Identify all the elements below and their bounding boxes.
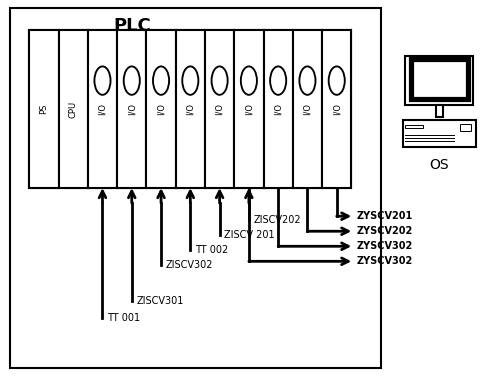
Bar xyxy=(176,30,205,188)
Text: CPU: CPU xyxy=(69,100,78,118)
Text: PLC: PLC xyxy=(113,17,151,35)
Text: I/O: I/O xyxy=(274,103,283,115)
Bar xyxy=(88,30,117,188)
Text: I/O: I/O xyxy=(303,103,312,115)
Bar xyxy=(322,30,351,188)
Text: I/O: I/O xyxy=(215,103,224,115)
Bar xyxy=(264,30,293,188)
Text: OS: OS xyxy=(429,158,449,172)
Bar xyxy=(205,30,234,188)
Bar xyxy=(29,30,351,188)
Bar xyxy=(405,124,424,128)
Bar xyxy=(411,59,468,99)
Bar xyxy=(435,105,443,117)
Ellipse shape xyxy=(183,67,198,95)
Ellipse shape xyxy=(94,67,110,95)
Bar xyxy=(293,30,322,188)
Text: ZYSCV201: ZYSCV201 xyxy=(356,211,412,221)
Text: I/O: I/O xyxy=(157,103,165,115)
Ellipse shape xyxy=(270,67,286,95)
Text: TT 001: TT 001 xyxy=(107,313,141,323)
Bar xyxy=(29,30,59,188)
Text: I/O: I/O xyxy=(186,103,195,115)
Text: ZISCV302: ZISCV302 xyxy=(166,260,213,270)
Text: I/O: I/O xyxy=(332,103,341,115)
Text: PS: PS xyxy=(40,104,48,114)
Text: ZISCV202: ZISCV202 xyxy=(254,215,302,225)
Text: ZISCV301: ZISCV301 xyxy=(137,296,184,306)
Text: TT 002: TT 002 xyxy=(195,245,228,255)
Text: I/O: I/O xyxy=(98,103,107,115)
Bar xyxy=(59,30,88,188)
Bar xyxy=(10,8,381,368)
Bar xyxy=(460,124,470,131)
Ellipse shape xyxy=(329,67,345,95)
Text: ZISCV 201: ZISCV 201 xyxy=(224,230,275,240)
Ellipse shape xyxy=(241,67,257,95)
Bar xyxy=(234,30,264,188)
Bar xyxy=(405,56,473,105)
Ellipse shape xyxy=(153,67,169,95)
Bar xyxy=(117,30,146,188)
Bar xyxy=(403,120,476,147)
Text: I/O: I/O xyxy=(127,103,136,115)
Bar xyxy=(146,30,176,188)
Text: ZYSCV302: ZYSCV302 xyxy=(356,256,412,266)
Text: ZYSCV302: ZYSCV302 xyxy=(356,241,412,251)
Text: ZYSCV202: ZYSCV202 xyxy=(356,226,412,236)
Text: I/O: I/O xyxy=(244,103,253,115)
Ellipse shape xyxy=(212,67,228,95)
Ellipse shape xyxy=(300,67,316,95)
Ellipse shape xyxy=(124,67,140,95)
